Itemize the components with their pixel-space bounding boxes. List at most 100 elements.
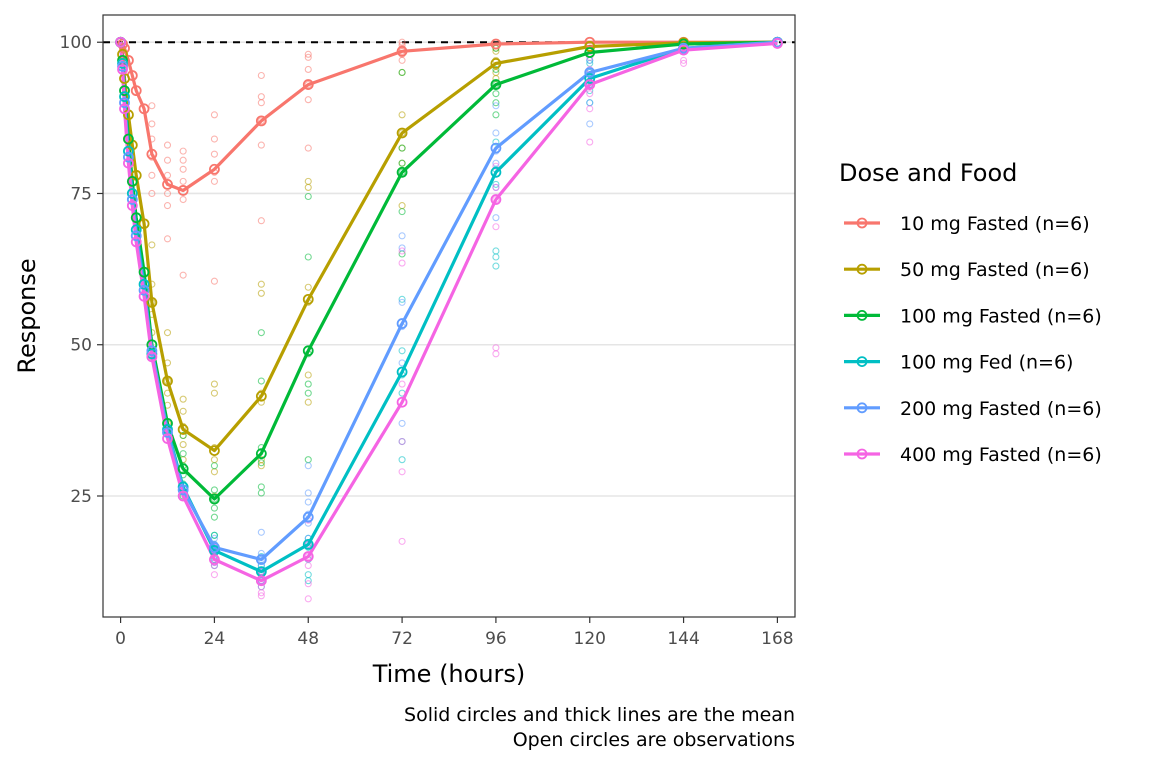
observation-point	[398, 56, 406, 64]
mean-point	[146, 348, 158, 360]
x-axis-ticks: 0 24 48 72 96 120 144 168	[115, 617, 794, 649]
observation-point	[179, 271, 187, 279]
y-tick-label: 75	[70, 184, 92, 204]
legend-label: 100 mg Fed (n=6)	[900, 352, 1073, 374]
observation-point	[179, 147, 187, 155]
observation-point	[586, 105, 594, 113]
observation-point	[304, 580, 312, 588]
x-tick-label: 168	[761, 629, 793, 649]
observation-point	[304, 177, 312, 185]
observation-point	[304, 562, 312, 570]
observation-point	[304, 571, 312, 579]
legend-key-point	[856, 448, 868, 460]
observation-point	[492, 90, 500, 98]
mean-point	[490, 58, 502, 69]
mean-point	[302, 511, 314, 523]
observation-point	[492, 138, 500, 146]
observation-point	[179, 441, 187, 449]
mean-point	[584, 67, 596, 78]
mean-point	[209, 445, 220, 457]
mean-point	[126, 200, 138, 211]
mean-point	[396, 318, 408, 329]
observation-point	[148, 171, 156, 179]
observation-point	[492, 223, 500, 231]
observation-point	[398, 259, 406, 267]
observation-point	[304, 65, 312, 74]
caption-line-2: Open circles are observations	[513, 729, 795, 751]
series-line-0	[119, 40, 778, 193]
observation-point	[398, 244, 406, 252]
x-tick-label: 0	[115, 629, 126, 649]
mean-point	[490, 79, 502, 90]
observation-point	[210, 562, 218, 570]
mean-point	[126, 175, 138, 187]
mean-point	[584, 79, 596, 90]
x-tick-label: 120	[574, 629, 606, 649]
mean-point	[302, 345, 314, 357]
observation-point	[304, 489, 312, 497]
observation-point	[492, 247, 500, 255]
observation-point	[179, 395, 187, 403]
series-line-3	[119, 40, 778, 574]
mean-point	[396, 366, 408, 378]
legend-title: Dose and Food	[839, 159, 1017, 187]
observation-point	[398, 144, 406, 152]
mean-point	[302, 538, 314, 550]
observation-point	[163, 141, 172, 149]
panel-border	[102, 14, 796, 618]
y-axis-ticks: 25 50 75 100	[60, 33, 103, 507]
observation-point	[210, 389, 218, 397]
observations	[148, 38, 688, 603]
observation-point	[257, 528, 265, 536]
legend: Dose and Food 10 mg Fasted (n=6) 50 mg Fa…	[839, 159, 1102, 466]
observation-point	[398, 68, 406, 77]
caption-line-1: Solid circles and thick lines are the me…	[404, 704, 795, 726]
observation-point	[210, 486, 218, 494]
mean-point	[138, 284, 150, 296]
observation-point	[304, 389, 312, 397]
mean-points	[115, 36, 783, 587]
mean-point	[162, 433, 173, 444]
observation-point	[492, 159, 500, 167]
observation-point	[304, 53, 312, 61]
observation-point	[398, 202, 406, 210]
mean-point	[126, 194, 138, 205]
observation-point	[210, 531, 218, 539]
x-tick-label: 24	[204, 629, 226, 649]
observation-point	[210, 111, 218, 119]
observation-point	[257, 217, 265, 225]
observation-point	[492, 162, 500, 170]
mean-point	[130, 212, 142, 224]
observation-point	[398, 380, 406, 388]
mean-point	[123, 157, 134, 169]
observation-point	[304, 595, 312, 603]
mean-point	[584, 36, 596, 48]
observation-point	[210, 513, 218, 521]
mean-point	[119, 103, 130, 115]
observation-point	[179, 407, 187, 415]
legend-key-point	[856, 217, 868, 229]
observation-point	[210, 571, 218, 579]
mean-point	[255, 575, 267, 587]
observation-point	[586, 99, 594, 107]
observation-point	[492, 180, 500, 188]
observation-point	[398, 468, 406, 476]
observation-point	[304, 253, 312, 261]
observation-point	[257, 592, 265, 600]
observation-point	[257, 289, 265, 297]
observation-point	[304, 50, 312, 58]
mean-point	[255, 554, 267, 565]
y-tick-label: 25	[70, 487, 92, 507]
observation-point	[492, 350, 500, 358]
observation-point	[148, 102, 156, 110]
mean-point	[138, 278, 150, 290]
observation-point	[304, 398, 312, 406]
mean-point	[117, 61, 128, 72]
observation-point	[492, 65, 500, 74]
series-line-1	[119, 40, 778, 453]
observation-point	[210, 504, 218, 512]
observation-point	[257, 117, 265, 125]
observation-point	[257, 93, 265, 101]
observation-point	[257, 141, 265, 149]
observation-point	[586, 138, 594, 146]
